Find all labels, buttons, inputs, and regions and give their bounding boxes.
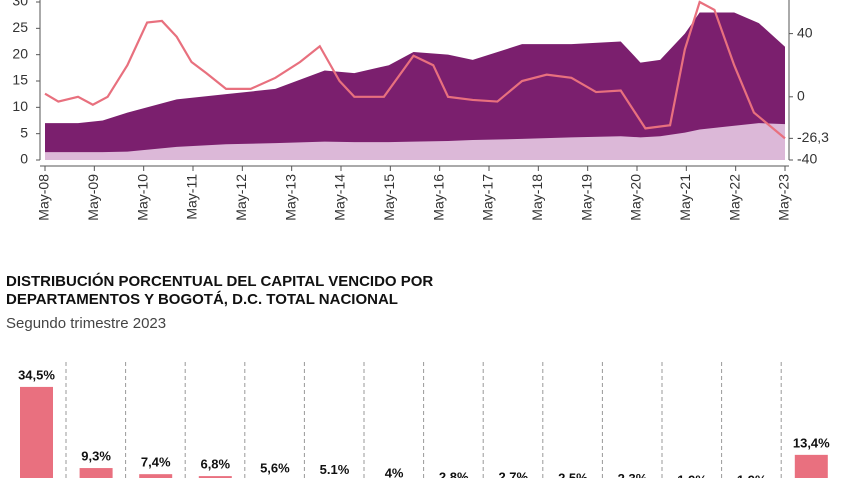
- y2-tick-label: 0: [797, 88, 805, 104]
- value-label: 1,9%: [677, 472, 707, 478]
- x-tick-label: May-23: [776, 174, 792, 221]
- area: [45, 12, 785, 161]
- value-label: 2,5%: [558, 470, 588, 478]
- y-tick-label: 15: [12, 72, 28, 88]
- value-label: 1,9%: [737, 472, 767, 478]
- y2-tick-label: 40: [797, 24, 813, 40]
- x-tick-label: May-19: [578, 174, 594, 221]
- chart-subtitle: Segundo trimestre 2023: [6, 315, 166, 332]
- value-label: 2,7%: [498, 470, 528, 478]
- area: [45, 123, 785, 160]
- value-label: 2,8%: [439, 469, 469, 478]
- x-tick-label: May-18: [529, 174, 545, 221]
- x-tick-label: May-20: [628, 174, 644, 221]
- y-tick-label: 5: [20, 124, 28, 140]
- x-tick-label: May-17: [480, 174, 496, 221]
- value-label: 13,4%: [793, 435, 830, 450]
- bar: [139, 474, 173, 483]
- chart-title: DISTRIBUCIÓN PORCENTUAL DEL CAPITAL VENC…: [6, 272, 433, 290]
- value-label: 9,3%: [81, 448, 111, 463]
- y-tick-label: 10: [12, 98, 28, 114]
- y-tick-label: 25: [12, 19, 28, 35]
- x-tick-label: May-09: [85, 174, 101, 221]
- value-label: 7,4%: [141, 455, 171, 470]
- value-label: 34,5%: [18, 367, 55, 382]
- bar: [79, 468, 113, 483]
- value-label: 6,8%: [200, 457, 230, 472]
- bar: [794, 454, 828, 483]
- line: [44, 0, 786, 140]
- value-label: 2,3%: [618, 471, 648, 478]
- y-tick-label: 20: [12, 45, 28, 61]
- value-label: 5,6%: [260, 460, 290, 475]
- x-tick-label: May-16: [430, 174, 446, 221]
- x-tick-label: May-10: [134, 174, 150, 221]
- x-tick-label: May-08: [36, 174, 52, 221]
- x-tick-label: May-14: [332, 174, 348, 221]
- x-tick-label: May-11: [184, 174, 200, 220]
- x-tick-label: May-15: [381, 174, 397, 221]
- x-tick-label: May-22: [726, 174, 742, 221]
- x-tick-label: May-21: [677, 174, 693, 221]
- value-label: 5.1%: [320, 462, 350, 477]
- y2-tick-label: -26,3: [797, 129, 829, 145]
- chart-title: DEPARTAMENTOS Y BOGOTÁ, D.C. TOTAL NACIO…: [6, 291, 398, 308]
- y2-tick-label: -40: [797, 151, 817, 167]
- x-tick-label: May-13: [282, 174, 298, 221]
- x-tick-label: May-12: [233, 174, 249, 221]
- value-label: 4%: [385, 466, 404, 478]
- bar: [20, 386, 53, 483]
- y-tick-label: 0: [20, 151, 28, 167]
- y-tick-label: 30: [12, 0, 28, 9]
